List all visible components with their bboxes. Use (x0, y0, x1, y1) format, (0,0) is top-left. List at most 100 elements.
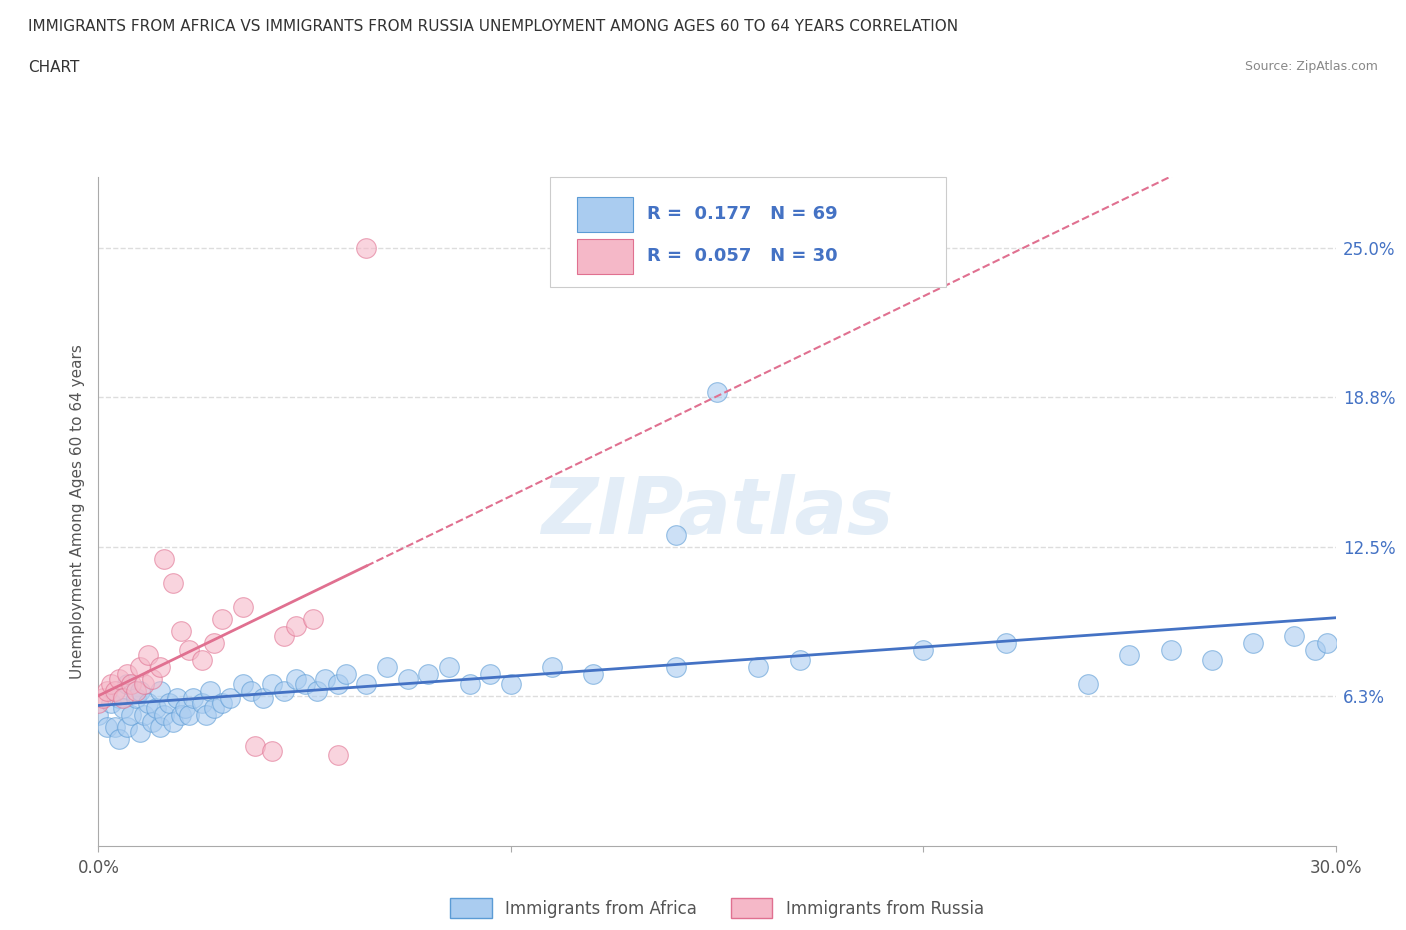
Point (305, 684, 328, 698)
FancyBboxPatch shape (578, 197, 633, 232)
Point (335, 667, 357, 682)
Point (285, 671, 308, 686)
Point (128, 659, 150, 674)
Point (273, 629, 295, 644)
Text: CHART: CHART (28, 60, 80, 75)
Point (141, 671, 163, 686)
Point (912, 643, 935, 658)
Point (479, 667, 502, 682)
Point (136, 696, 159, 711)
Point (120, 676, 142, 691)
Point (252, 691, 274, 706)
Point (1303, 643, 1326, 658)
Point (747, 659, 769, 674)
Point (120, 708, 142, 723)
FancyBboxPatch shape (578, 239, 633, 273)
Point (202, 635, 225, 650)
Text: R =  0.177   N = 69: R = 0.177 N = 69 (647, 205, 837, 223)
Point (162, 576, 184, 591)
Point (174, 700, 197, 715)
Point (665, 528, 688, 543)
Point (149, 659, 172, 674)
Point (1241, 635, 1264, 650)
Point (1316, 635, 1339, 650)
Point (157, 696, 180, 711)
Text: IMMIGRANTS FROM AFRICA VS IMMIGRANTS FROM RUSSIA UNEMPLOYMENT AMONG AGES 60 TO 6: IMMIGRANTS FROM AFRICA VS IMMIGRANTS FRO… (28, 19, 959, 33)
Point (1077, 676, 1099, 691)
Point (314, 671, 336, 686)
Point (117, 719, 139, 734)
Point (356, 241, 378, 256)
Point (181, 691, 204, 706)
FancyBboxPatch shape (550, 177, 946, 287)
Text: ZIPatlas: ZIPatlas (541, 473, 893, 550)
Point (326, 676, 349, 691)
Point (124, 684, 146, 698)
Point (96, 684, 118, 698)
Y-axis label: Unemployment Among Ages 60 to 64 years: Unemployment Among Ages 60 to 64 years (69, 344, 84, 679)
Point (96, 719, 118, 734)
Point (396, 671, 419, 686)
Point (190, 696, 212, 711)
Point (124, 691, 146, 706)
Point (789, 652, 811, 667)
Point (112, 700, 135, 715)
Point (273, 684, 295, 698)
Point (104, 719, 127, 734)
Point (418, 667, 440, 682)
Point (294, 676, 316, 691)
Point (202, 700, 225, 715)
Point (437, 659, 460, 674)
Point (153, 708, 176, 723)
Point (141, 714, 163, 729)
Point (219, 691, 242, 706)
Point (1201, 652, 1223, 667)
Point (190, 652, 212, 667)
Point (541, 659, 564, 674)
Point (240, 684, 263, 698)
Point (108, 671, 131, 686)
Point (198, 684, 221, 698)
Point (260, 743, 283, 758)
Point (582, 667, 605, 682)
Point (1160, 643, 1182, 658)
Point (285, 618, 308, 633)
Point (1284, 629, 1306, 644)
Point (128, 684, 150, 698)
Point (243, 738, 266, 753)
Point (375, 659, 398, 674)
Point (145, 700, 167, 715)
Point (117, 667, 139, 682)
Point (162, 714, 184, 729)
Point (706, 384, 728, 399)
Point (302, 612, 325, 627)
Point (100, 696, 122, 711)
Text: R =  0.057   N = 30: R = 0.057 N = 30 (647, 246, 837, 265)
Point (108, 691, 131, 706)
Point (211, 612, 233, 627)
Point (211, 696, 233, 711)
Point (149, 719, 172, 734)
Point (1118, 647, 1140, 662)
Point (100, 676, 122, 691)
Point (132, 708, 155, 723)
Point (91, 691, 114, 706)
Point (232, 600, 254, 615)
Point (170, 708, 193, 723)
Point (326, 748, 349, 763)
Point (87, 696, 110, 711)
Point (994, 635, 1017, 650)
Legend: Immigrants from Africa, Immigrants from Russia: Immigrants from Africa, Immigrants from … (444, 891, 990, 925)
Point (499, 676, 522, 691)
Point (170, 624, 193, 639)
Point (458, 676, 481, 691)
Point (132, 676, 155, 691)
Point (260, 676, 283, 691)
Point (117, 676, 139, 691)
Point (104, 684, 127, 698)
Point (194, 708, 217, 723)
Point (166, 691, 188, 706)
Point (153, 551, 176, 566)
Point (356, 676, 378, 691)
Text: Source: ZipAtlas.com: Source: ZipAtlas.com (1244, 60, 1378, 73)
